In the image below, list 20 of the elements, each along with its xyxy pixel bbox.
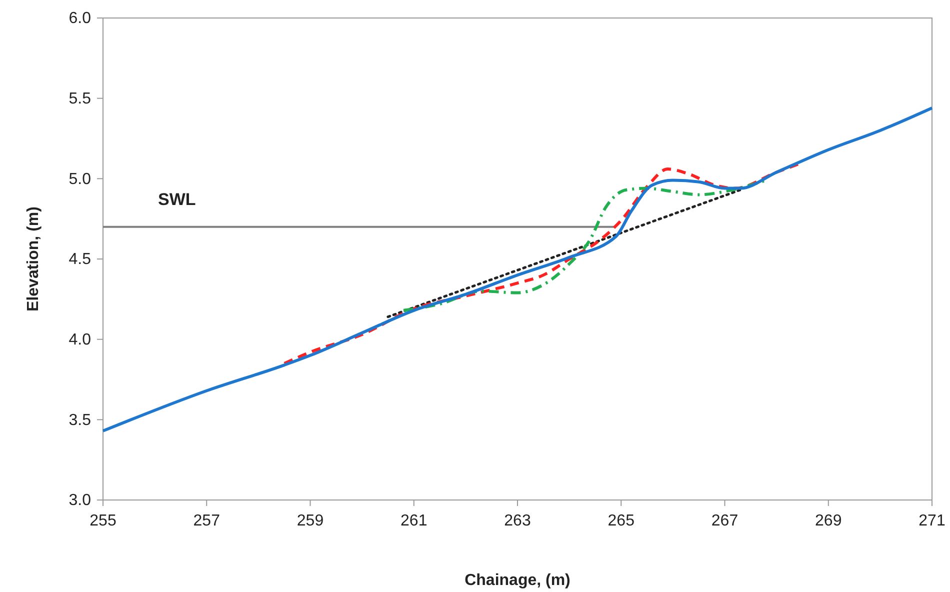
x-tick-label: 259 (296, 512, 324, 530)
x-tick-label: 271 (918, 512, 946, 530)
x-tick-label: 263 (504, 512, 531, 530)
y-tick-label: 5.5 (68, 90, 92, 108)
series-label: SWL (158, 190, 196, 209)
x-tick-label: 255 (90, 512, 116, 530)
y-axis-title: Elevation, (m) (25, 206, 42, 312)
y-tick-label: 4.5 (68, 251, 92, 268)
y-tick-label: 3.5 (68, 412, 92, 429)
x-tick-label: 267 (711, 512, 738, 530)
x-axis-title: Chainage, (m) (464, 572, 570, 589)
y-tick-label: 4.0 (68, 331, 92, 348)
x-tick-label: 261 (400, 512, 428, 530)
x-tick-label: 257 (193, 512, 220, 530)
x-tick-label: 269 (815, 512, 842, 530)
x-tick-label: 265 (608, 512, 635, 530)
y-tick-label: 3.0 (68, 492, 92, 510)
y-tick-label: 6.0 (68, 10, 92, 28)
line-series (102, 106, 934, 432)
y-tick-label: 5.0 (68, 170, 92, 188)
